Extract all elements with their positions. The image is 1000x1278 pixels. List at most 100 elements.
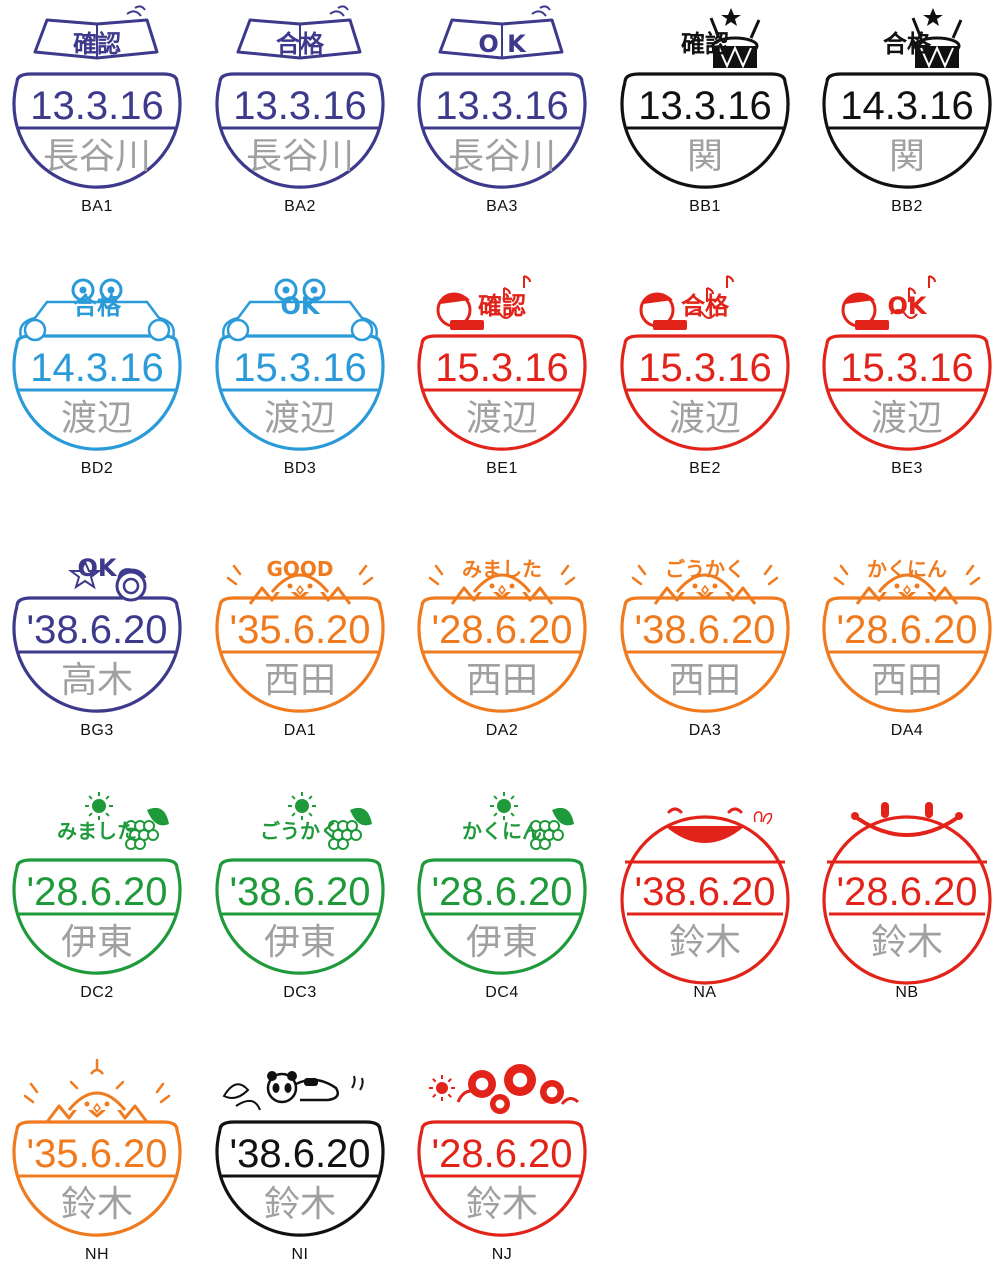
chick-egg-icon	[226, 564, 374, 605]
stamp-date: 15.3.16	[840, 346, 973, 390]
stamp-name: 高木	[61, 660, 133, 701]
chick-egg-icon	[428, 564, 576, 605]
harmonica-boy-icon	[841, 275, 936, 330]
stamp-code: NJ	[491, 1246, 513, 1263]
stamp-date: '28.6.20	[431, 1132, 572, 1176]
chick-egg-icon	[833, 564, 981, 605]
stamp-ring	[12, 1120, 182, 1237]
stamp-nh: '35.6.20 鈴木 NH	[7, 1048, 187, 1278]
stamp-bb2: 合格 14.3.16 関 BB2	[817, 0, 997, 230]
stamp-ring	[215, 72, 385, 189]
stamp-ring	[822, 815, 992, 985]
stamp-code: NH	[84, 1246, 110, 1263]
stamp-code: DA2	[485, 722, 519, 739]
stamp-code: BE3	[891, 460, 923, 477]
stamp-name: 伊東	[466, 922, 538, 963]
stamp-date: '35.6.20	[26, 1132, 167, 1176]
stamp-face: '28.6.20 鈴木	[417, 1064, 587, 1237]
stamp-code: BB1	[689, 198, 721, 215]
stamp-name: 渡辺	[669, 398, 741, 439]
stamp-ring	[417, 858, 587, 975]
stamp-be3: OK 15.3.16 渡辺 BE3	[817, 262, 997, 492]
stamp-label: OK	[78, 554, 118, 582]
stamp-face: GOOD '35.6.20 西田	[215, 557, 385, 713]
stamp-face: 確認 15.3.16 渡辺	[417, 275, 587, 451]
stamp-ring	[215, 334, 385, 451]
stamp-label: 確認	[73, 30, 121, 58]
smiley-face-icon	[851, 802, 963, 837]
stamp-label: 合格	[883, 30, 932, 58]
stamp-da1: GOOD '35.6.20 西田 DA1	[210, 524, 390, 754]
stamp-dc2: みました '28.6.20 伊東 DC2	[7, 786, 187, 1016]
stamp-date: 14.3.16	[30, 346, 163, 390]
stamp-code: BA1	[81, 198, 113, 215]
panda-bamboo-icon	[222, 1071, 364, 1111]
stamp-ring	[12, 72, 182, 189]
stamp-ring	[12, 596, 182, 713]
stamp-name: 伊東	[264, 922, 336, 963]
stamp-label: みました	[57, 819, 137, 843]
stamp-na: '38.6.20 鈴木 NA	[615, 786, 795, 1016]
stamp-code: DA4	[890, 722, 924, 739]
chick-egg-icon	[631, 564, 779, 605]
stamp-date: '38.6.20	[229, 870, 370, 914]
drum-icon	[911, 8, 963, 69]
stamp-dc3: ごうかく '38.6.20 伊東 DC3	[210, 786, 390, 1016]
stamp-label: OK	[281, 292, 321, 320]
stamp-ring	[822, 334, 992, 451]
stamp-name: 関	[687, 136, 723, 177]
stamp-ni: '38.6.20 鈴木 NI	[210, 1048, 390, 1278]
laughing-face-icon	[665, 807, 773, 843]
sun-grape-icon	[490, 792, 574, 850]
stamp-date: 15.3.16	[638, 346, 771, 390]
sun-grape-icon	[85, 792, 169, 850]
stamp-code: DC3	[283, 984, 317, 1001]
stamp-code: DC4	[485, 984, 519, 1001]
stamp-label: 確認	[681, 30, 729, 58]
stamp-date: '38.6.20	[26, 608, 167, 652]
stamp-da2: みました '28.6.20 西田 DA2	[412, 524, 592, 754]
stamp-date: 13.3.16	[638, 84, 771, 128]
star-hand-icon	[68, 559, 147, 602]
stamp-name: 長谷川	[448, 136, 556, 177]
stamp-label: みました	[462, 557, 542, 581]
stamp-ring	[620, 815, 790, 985]
drum-icon	[709, 8, 761, 69]
stamp-name: 西田	[466, 660, 538, 701]
stamp-name: 長谷川	[43, 136, 151, 177]
stamp-date: 13.3.16	[30, 84, 163, 128]
stamp-code: BD3	[283, 460, 317, 477]
stamp-name: 渡辺	[466, 398, 538, 439]
stamp-date: '38.6.20	[634, 870, 775, 914]
stamp-nb: '28.6.20 鈴木 NB	[817, 786, 997, 1016]
stamp-ring	[215, 596, 385, 713]
stamp-ring	[620, 334, 790, 451]
stamp-label: 合格	[681, 292, 730, 320]
stamp-be2: 合格 15.3.16 渡辺 BE2	[615, 262, 795, 492]
harmonica-boy-icon	[436, 275, 531, 330]
stamp-date: '28.6.20	[431, 870, 572, 914]
stamp-label: GOOD	[266, 557, 333, 581]
stamp-name: 渡辺	[61, 398, 133, 439]
stamp-face: OK 15.3.16 渡辺	[822, 275, 992, 451]
stamp-label: ごうかく	[260, 819, 340, 843]
stamp-name: 西田	[264, 660, 336, 701]
stamp-nj: '28.6.20 鈴木 NJ	[412, 1048, 592, 1278]
stamp-code: DC2	[80, 984, 114, 1001]
stamp-face: 確認 13.3.16 長谷川	[12, 5, 182, 189]
stamp-label: 合格	[73, 292, 122, 320]
stamp-bd2: 合格 14.3.16 渡辺 BD2	[7, 262, 187, 492]
stamp-ring	[12, 858, 182, 975]
stamp-name: 西田	[871, 660, 943, 701]
stamp-date: '38.6.20	[634, 608, 775, 652]
stamp-face: 合格 15.3.16 渡辺	[620, 275, 790, 451]
book-icon	[236, 5, 362, 60]
frog-car-icon	[222, 278, 378, 342]
stamp-name: 鈴木	[871, 922, 943, 963]
stamp-face: 合格 14.3.16 関	[822, 8, 992, 189]
stamp-label: OK	[888, 292, 928, 320]
stamp-bg3: OK '38.6.20 高木 BG3	[7, 524, 187, 754]
stamp-date: 13.3.16	[233, 84, 366, 128]
stamp-ring	[215, 858, 385, 975]
stamp-face: '28.6.20 鈴木	[822, 802, 992, 985]
